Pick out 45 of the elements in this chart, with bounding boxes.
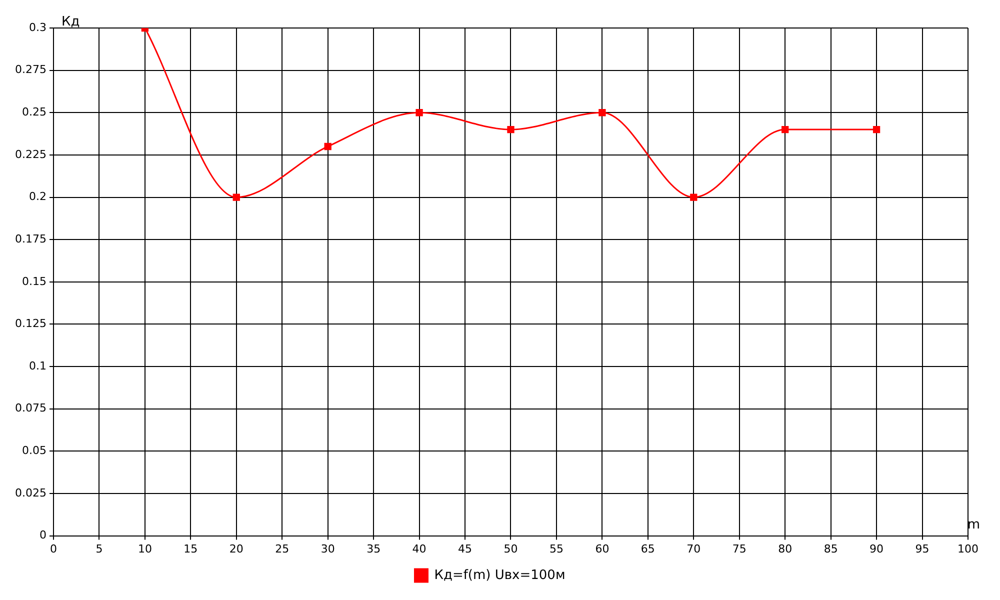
x-tick-label: 75: [732, 542, 746, 556]
y-tick-label: 0.3: [28, 20, 46, 34]
y-tick-label: 0.175: [14, 232, 46, 246]
point: [782, 126, 789, 134]
x-tick-label: 20: [229, 542, 244, 556]
x-tick-label: 95: [915, 542, 930, 556]
y-tick-label: 0.275: [14, 63, 46, 76]
y-tick-label: 0.225: [14, 148, 46, 161]
x-tick-label: 55: [549, 542, 564, 556]
y-tick-label: 0.05: [22, 444, 46, 458]
y-tick-label: 0.1: [28, 359, 46, 372]
x-tick-label: 35: [366, 542, 381, 556]
x-tick-label: 80: [778, 542, 792, 556]
y-tick-label: 0.125: [14, 317, 46, 330]
point: [416, 109, 423, 116]
x-tick-label: 10: [138, 542, 152, 556]
y-tick-label: 0.25: [22, 105, 46, 118]
point: [232, 194, 240, 201]
x-tick-label: 40: [412, 542, 426, 556]
x-tick-label: 25: [275, 542, 290, 556]
x-tick-label: 5: [96, 542, 103, 556]
x-tick-label: 50: [504, 542, 518, 556]
x-tick-label: 0: [50, 542, 57, 556]
x-tick-label: 70: [686, 542, 701, 556]
y-axis-title: Кд: [61, 14, 80, 30]
x-tick-label: 85: [824, 542, 838, 556]
point: [598, 109, 606, 116]
y-tick-label: 0: [39, 528, 46, 542]
point: [507, 126, 514, 134]
legend-label: Кд=f(m) Uвх=100м: [434, 568, 566, 583]
x-tick-label: 45: [458, 542, 472, 556]
point: [324, 142, 332, 150]
x-axis-title: m: [967, 518, 980, 533]
y-tick-label: 0.025: [14, 486, 46, 500]
y-tick-label: 0.2: [28, 190, 46, 204]
x-tick-label: 65: [640, 542, 655, 556]
point: [872, 126, 880, 134]
y-tick-label: 0.15: [22, 274, 46, 288]
point: [690, 194, 698, 201]
x-tick-label: 100: [958, 542, 978, 556]
y-tick-label: 0.075: [14, 402, 46, 415]
x-tick-label: 90: [870, 542, 884, 556]
x-tick-label: 15: [184, 542, 198, 556]
x-tick-label: 60: [595, 542, 610, 556]
x-tick-label: 30: [320, 542, 335, 556]
